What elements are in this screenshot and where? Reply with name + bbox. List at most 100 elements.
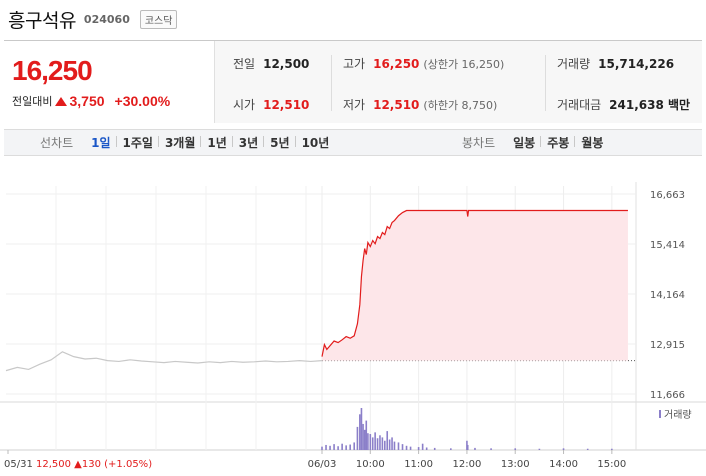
volume-bar xyxy=(329,445,331,450)
stat-low: 저가 12,510 (하한가 8,750) xyxy=(343,96,497,113)
x-tick-label: 06/03 xyxy=(308,459,337,470)
stat-high: 고가 16,250 (상한가 16,250) xyxy=(343,55,504,72)
change-percent: +30.00% xyxy=(114,93,171,109)
volume-bar xyxy=(379,435,381,450)
y-tick-label: 16,663 xyxy=(650,190,685,201)
volume-bar xyxy=(353,442,356,450)
lower-limit: (하한가 8,750) xyxy=(423,99,498,112)
x-tick-label: 12:00 xyxy=(453,459,482,470)
up-arrow-icon xyxy=(55,96,68,106)
stat-label: 거래량 xyxy=(557,57,591,71)
volume-bar xyxy=(363,429,366,450)
stat-label: 시가 xyxy=(233,98,256,112)
volume-bar xyxy=(417,447,420,450)
volume-bar xyxy=(376,438,379,450)
today-area xyxy=(321,209,628,361)
tab-3month[interactable]: 3개월 xyxy=(157,134,201,151)
stock-code: 024060 xyxy=(83,12,130,26)
x-tick-label: 13:00 xyxy=(501,459,530,470)
volume-bar xyxy=(466,440,468,450)
volume-bar xyxy=(391,437,393,450)
volume-bar xyxy=(349,444,351,450)
tab-1week[interactable]: 1주일 xyxy=(115,134,159,151)
volume-bar xyxy=(386,431,389,450)
market-badge: 코스닥 xyxy=(139,9,178,29)
candle-chart-tabs: 봉차트 일봉 주봉 월봉 xyxy=(462,130,609,155)
volume-bar xyxy=(433,447,436,450)
volume-bar xyxy=(409,446,412,450)
line-chart-label: 선차트 xyxy=(40,136,74,150)
volume-bar xyxy=(369,434,372,450)
tab-1year[interactable]: 1년 xyxy=(200,134,232,151)
stat-value: 12,510 xyxy=(263,98,310,112)
stat-divider xyxy=(331,55,332,111)
current-price-box: 16,250 전일대비 3,750 +30.00% xyxy=(4,41,214,123)
prev-day-arrow-icon: ▲ xyxy=(74,459,82,470)
stat-turnover: 거래대금 241,638 백만 xyxy=(557,96,690,113)
stat-label: 고가 xyxy=(343,57,366,71)
line-chart-tabs: 선차트 1일 1주일 3개월 1년 3년 5년 10년 xyxy=(40,130,335,155)
stock-title-row: 흥구석유 024060 코스닥 xyxy=(8,6,178,32)
volume-bar xyxy=(586,448,589,450)
current-price: 16,250 xyxy=(12,55,93,86)
volume-bar xyxy=(374,432,376,450)
change-value: 3,750 xyxy=(69,93,105,109)
volume-bar xyxy=(611,448,613,450)
stock-name: 흥구석유 xyxy=(8,9,76,32)
tab-10year[interactable]: 10년 xyxy=(294,134,336,151)
volume-bar xyxy=(345,445,347,450)
volume-bar xyxy=(490,448,492,450)
price-summary: 16,250 전일대비 3,750 +30.00% 전일 12,500 시가 1… xyxy=(4,40,702,123)
stat-value: 241,638 백만 xyxy=(609,98,691,112)
x-tick-label: 11:00 xyxy=(404,459,433,470)
volume-bar xyxy=(425,447,428,450)
tab-weekly-candle[interactable]: 주봉 xyxy=(540,134,575,151)
tab-1day[interactable]: 1일 xyxy=(91,136,111,150)
stat-value: 16,250 xyxy=(373,57,420,71)
prev-day-close: 12,500 xyxy=(36,459,74,470)
volume-bar xyxy=(405,445,408,450)
x-tick-label: 10:00 xyxy=(356,459,385,470)
volume-bar xyxy=(384,440,386,450)
tab-monthly-candle[interactable]: 월봉 xyxy=(574,134,609,151)
prev-day-change: 130 xyxy=(82,459,104,470)
volume-bar xyxy=(401,444,404,450)
today-price-line xyxy=(321,209,628,357)
tab-3year[interactable]: 3년 xyxy=(231,134,264,151)
change-label: 전일대비 xyxy=(12,95,53,108)
volume-bar xyxy=(538,448,541,450)
y-tick-label: 15,414 xyxy=(650,240,685,251)
prev-day-date: 05/31 xyxy=(4,459,36,470)
tab-5year[interactable]: 5년 xyxy=(263,134,295,151)
stat-label: 전일 xyxy=(233,57,256,71)
upper-limit: (상한가 16,250) xyxy=(423,58,505,71)
change-row: 전일대비 3,750 +30.00% xyxy=(12,93,170,109)
volume-bar xyxy=(474,447,476,450)
chart-axes: 16,663 15,414 14,164 12,915 11,666 06/03 10:00… xyxy=(4,190,692,470)
stat-value: 15,714,226 xyxy=(598,57,675,71)
stat-label: 저가 xyxy=(343,98,366,112)
prev-day-summary: 05/31 12,500 ▲130 (+1.05%) xyxy=(4,459,152,470)
volume-bar xyxy=(371,437,374,450)
volume-bar xyxy=(359,414,361,450)
volume-bar xyxy=(333,444,335,450)
price-stats: 전일 12,500 시가 12,510 고가 16,250 (상한가 16,25… xyxy=(214,41,702,123)
volume-bar xyxy=(321,446,323,450)
volume-bar xyxy=(360,408,363,450)
intraday-price-chart[interactable]: 16,663 15,414 14,164 12,915 11,666 06/03 10:00… xyxy=(0,170,706,476)
prev-day-change-pct: (+1.05%) xyxy=(104,459,152,470)
candle-chart-label: 봉차트 xyxy=(462,136,496,150)
stat-label: 거래대금 xyxy=(557,98,602,112)
tab-daily-candle[interactable]: 일봉 xyxy=(513,136,536,150)
volume-bar xyxy=(388,439,391,450)
x-tick-label: 15:00 xyxy=(597,459,626,470)
volume-bar xyxy=(562,448,565,450)
volume-bar xyxy=(421,443,424,450)
volume-legend-label: 거래량 xyxy=(664,409,692,421)
volume-bar xyxy=(393,441,396,450)
volume-bar xyxy=(365,420,368,450)
stat-open: 시가 12,510 xyxy=(233,96,309,113)
stat-divider xyxy=(545,55,546,111)
x-tick-label: 14:00 xyxy=(549,459,578,470)
chart-period-tabs: 선차트 1일 1주일 3개월 1년 3년 5년 10년 봉차트 일봉 주봉 월봉 xyxy=(4,129,702,156)
